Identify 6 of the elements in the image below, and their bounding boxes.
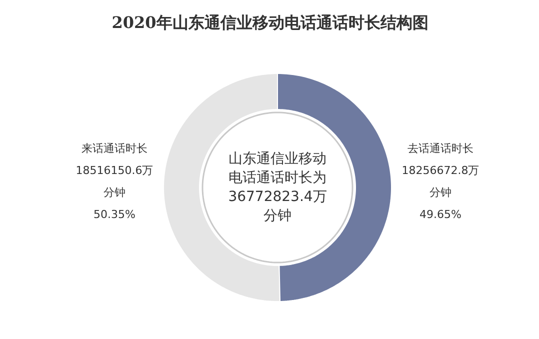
chart-title: 2020年山东通信业移动电话通话时长结构图 [112, 13, 428, 32]
data-label: 18516150.6万分钟 50.35% [76, 164, 154, 221]
slice-label: 去话通话时长 [408, 142, 474, 155]
data-label: 18256672.8万分钟 49.65% [402, 164, 480, 221]
slice-label: 来话通话时长 [82, 142, 148, 155]
text: 山东通信业移动电话通话时长为36772823.4万分钟 [228, 151, 327, 224]
